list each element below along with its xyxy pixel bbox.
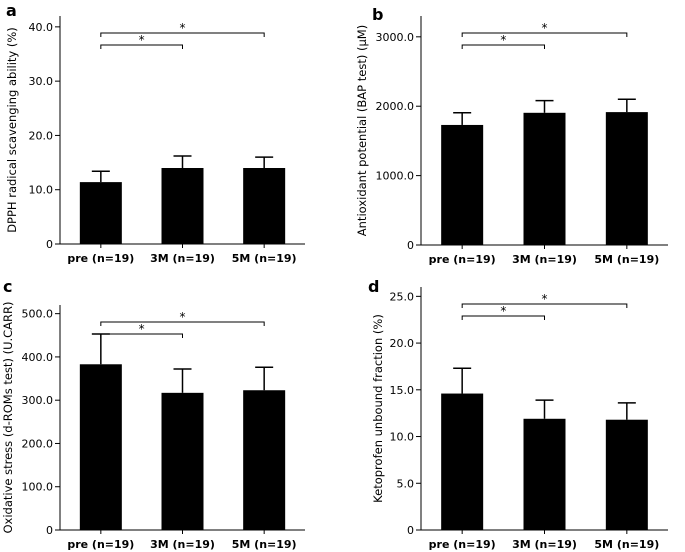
significance-bracket	[461, 44, 545, 49]
y-tick-label: 40.0	[29, 21, 54, 34]
x-category-label: pre (n=19)	[429, 253, 496, 266]
y-tick-label: 0	[407, 239, 414, 252]
y-tick-label: 300.0	[22, 394, 54, 407]
significance-star: *	[542, 21, 548, 35]
bar	[605, 419, 648, 530]
panel-letter: b	[372, 5, 383, 24]
bar	[161, 168, 204, 244]
bar	[79, 364, 122, 530]
panel-c: c Oxidative stress (d-ROMs test) (U.CARR)…	[1, 277, 305, 551]
significance-star: *	[139, 322, 145, 336]
significance-star: *	[500, 33, 506, 47]
y-tick-label: 500.0	[22, 308, 54, 321]
x-category-label: 5M (n=19)	[232, 538, 297, 551]
panel-letter: d	[368, 277, 379, 296]
y-tick-label: 10.0	[390, 431, 415, 444]
significance-bracket	[100, 44, 183, 49]
bar	[161, 392, 204, 530]
x-category-label: pre (n=19)	[429, 538, 496, 551]
x-category-label: 5M (n=19)	[232, 252, 297, 265]
y-tick-label: 200.0	[22, 437, 54, 450]
bar	[441, 393, 484, 530]
significance-star: *	[500, 304, 506, 318]
y-tick-label: 25.0	[390, 290, 415, 303]
bar	[79, 182, 122, 244]
y-tick-label: 0	[46, 238, 53, 251]
x-category-label: 3M (n=19)	[150, 538, 215, 551]
y-tick-label: 1000.0	[376, 170, 415, 183]
x-category-label: 3M (n=19)	[150, 252, 215, 265]
bar	[243, 168, 286, 244]
y-tick-label: 100.0	[22, 481, 54, 494]
significance-bracket	[100, 333, 183, 338]
panel-letter: c	[3, 277, 12, 296]
significance-star: *	[180, 310, 186, 324]
x-category-label: 5M (n=19)	[594, 538, 659, 551]
x-category-label: 3M (n=19)	[512, 538, 577, 551]
bar	[605, 112, 648, 246]
x-category-label: 5M (n=19)	[594, 253, 659, 266]
panel-letter: a	[6, 1, 17, 20]
y-axis-label: DPPH radical scavenging ability (%)	[5, 27, 19, 233]
bar	[243, 390, 286, 530]
bar	[441, 124, 484, 245]
y-tick-label: 15.0	[390, 384, 415, 397]
significance-bracket	[461, 32, 628, 37]
panel-a: a DPPH radical scavenging ability (%) 0 10.…	[5, 1, 305, 265]
y-tick-label: 0	[407, 524, 414, 537]
y-tick-label: 10.0	[29, 184, 54, 197]
x-category-label: 3M (n=19)	[512, 253, 577, 266]
y-axis-label: Oxidative stress (d-ROMs test) (U.CARR)	[1, 301, 15, 533]
y-tick-label: 5.0	[397, 477, 415, 490]
y-tick-label: 3000.0	[376, 31, 415, 44]
significance-bracket	[100, 321, 265, 326]
y-tick-label: 30.0	[29, 75, 54, 88]
y-tick-label: 20.0	[29, 129, 54, 142]
y-tick-label: 400.0	[22, 351, 54, 364]
y-axis-label: Ketoprofen unbound fraction (%)	[371, 314, 385, 503]
y-tick-label: 2000.0	[376, 100, 415, 113]
x-category-label: pre (n=19)	[67, 538, 134, 551]
significance-bracket	[100, 32, 265, 37]
significance-star: *	[180, 21, 186, 35]
panel-d: d Ketoprofen unbound fraction (%) 0 5.0 10.0…	[368, 277, 668, 551]
significance-star: *	[139, 33, 145, 47]
bar	[523, 418, 566, 530]
significance-star: *	[542, 292, 548, 306]
significance-bracket	[461, 315, 545, 320]
y-tick-label: 0	[46, 524, 53, 537]
significance-bracket	[461, 303, 628, 308]
y-axis-label: Antioxidant potential (BAP test) (μM)	[355, 25, 369, 236]
bar	[523, 112, 566, 246]
x-category-label: pre (n=19)	[67, 252, 134, 265]
y-tick-label: 20.0	[390, 337, 415, 350]
